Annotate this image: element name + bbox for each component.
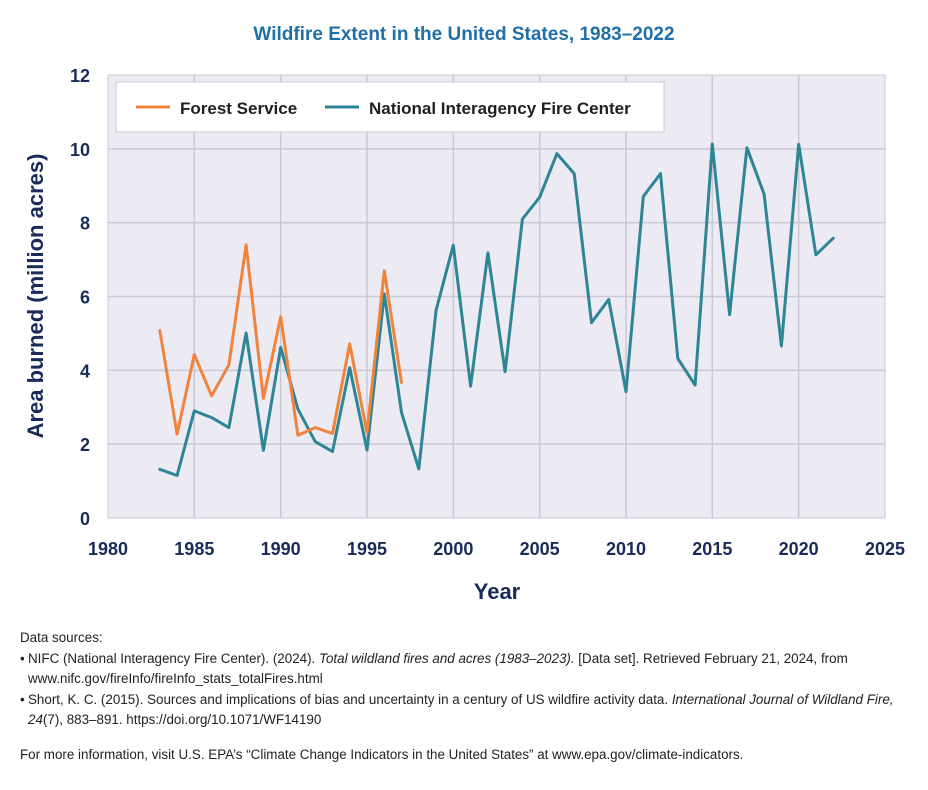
x-tick-label: 1980 [88,539,128,559]
legend: Forest Service National Interagency Fire… [115,81,665,133]
series-line-national-interagency-fire-center [158,142,835,477]
y-tick-label: 12 [70,66,90,86]
source-nifc: • NIFC (National Interagency Fire Center… [20,649,910,690]
legend-box [115,81,665,133]
series-lines [158,142,835,477]
x-tick-label: 2020 [779,539,819,559]
x-tick-labels: 1980 1985 1990 1995 2000 2005 2010 2015 2020 2025 [88,539,905,559]
x-tick-label: 2025 [865,539,905,559]
y-tick-label: 4 [80,361,90,381]
x-tick-label: 1995 [347,539,387,559]
x-axis-label: Year [474,579,521,604]
x-tick-label: 1985 [174,539,214,559]
source-short: • Short, K. C. (2015). Sources and impli… [20,690,910,731]
bullet: • [20,691,25,707]
y-tick-labels: 0 2 4 6 8 10 12 [70,66,90,529]
y-tick-label: 0 [80,509,90,529]
y-tick-label: 2 [80,435,90,455]
series-line-forest-service [158,243,403,437]
x-tick-label: 2015 [692,539,732,559]
x-tick-label: 1990 [261,539,301,559]
y-tick-label: 8 [80,214,90,234]
bullet: • [20,650,25,666]
more-info-text: For more information, visit U.S. EPA’s “… [20,747,744,762]
source-short-journal: International Journal of Wildland Fire, … [28,691,894,728]
source-short-text: Short, K. C. (2015). Sources and implica… [28,691,894,728]
y-axis-label: Area burned (million acres) [23,154,48,439]
x-tick-label: 2000 [433,539,473,559]
legend-label-forest-service: Forest Service [180,99,297,118]
y-tick-label: 10 [70,140,90,160]
x-tick-label: 2010 [606,539,646,559]
x-tick-label: 2005 [520,539,560,559]
source-nifc-title: Total wildland fires and acres (1983–202… [319,650,575,666]
chart-title: Wildfire Extent in the United States, 19… [253,24,674,45]
data-sources: Data sources: • NIFC (National Interagen… [20,628,910,731]
wildfire-chart: Wildfire Extent in the United States, 19… [23,24,905,604]
y-tick-label: 6 [80,288,90,308]
legend-label-nifc: National Interagency Fire Center [369,99,631,118]
source-nifc-text: NIFC (National Interagency Fire Center).… [28,650,848,687]
sources-heading: Data sources: [20,630,103,645]
